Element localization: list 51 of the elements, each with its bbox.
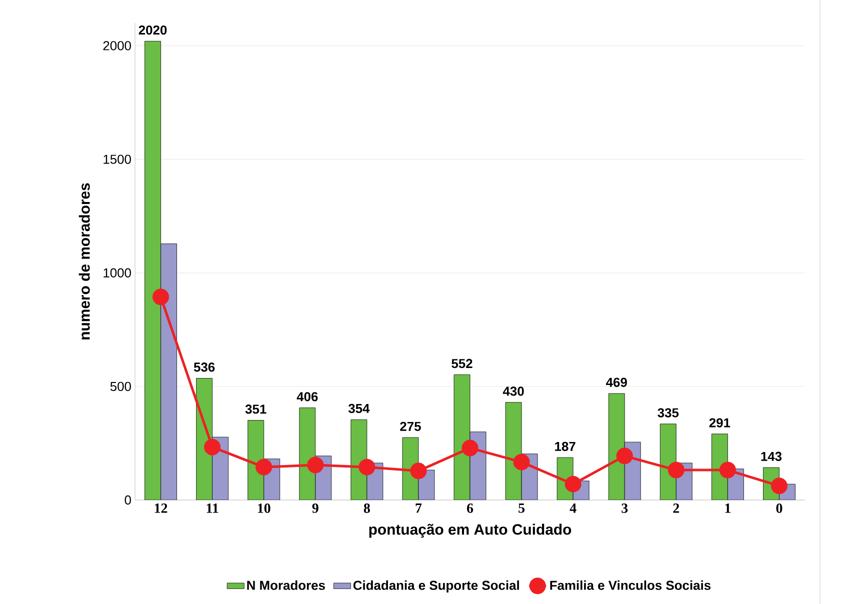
data-label: 143 bbox=[761, 452, 782, 461]
point bbox=[616, 448, 633, 464]
y-tick-label: 0 bbox=[124, 495, 131, 505]
bar bbox=[144, 40, 161, 500]
x-tick-label: 4 bbox=[570, 504, 576, 513]
point bbox=[204, 438, 221, 456]
legend-label: N Moradores bbox=[247, 580, 325, 590]
x-tick-label: 10 bbox=[258, 504, 270, 513]
point bbox=[513, 454, 530, 470]
x-tick-label: 0 bbox=[776, 504, 782, 513]
point bbox=[410, 462, 427, 480]
y-tick-label: 2000 bbox=[103, 41, 131, 50]
x-tick-label: 5 bbox=[518, 504, 525, 513]
point bbox=[564, 476, 582, 492]
point bbox=[307, 456, 324, 474]
data-label: 469 bbox=[606, 378, 627, 387]
x-tick-label: 6 bbox=[467, 504, 474, 513]
x-tick-label: 1 bbox=[725, 504, 730, 513]
x-tick-label: 2 bbox=[673, 504, 680, 513]
data-label: 187 bbox=[555, 442, 576, 452]
point bbox=[152, 288, 170, 306]
y-tick-label: 500 bbox=[110, 382, 131, 392]
point bbox=[358, 458, 376, 476]
data-label: 335 bbox=[658, 408, 679, 418]
data-label: 354 bbox=[348, 404, 370, 414]
data-label: 291 bbox=[709, 418, 730, 428]
data-label: 430 bbox=[502, 386, 524, 396]
point bbox=[256, 458, 272, 476]
x-axis-title: pontuação em Auto Cuidado bbox=[369, 524, 572, 538]
y-tick-label: 1500 bbox=[104, 154, 131, 164]
point bbox=[462, 440, 478, 456]
data-label: 536 bbox=[194, 362, 215, 372]
data-label: 406 bbox=[296, 392, 318, 402]
x-tick-label: 9 bbox=[312, 504, 318, 513]
x-tick-label: 11 bbox=[206, 504, 218, 513]
point bbox=[719, 462, 736, 478]
data-label: 275 bbox=[400, 422, 421, 432]
legend-label: Cidadania e Suporte Social bbox=[353, 580, 519, 592]
point bbox=[668, 462, 684, 478]
data-label: 2020 bbox=[138, 25, 167, 35]
x-tick-label: 8 bbox=[364, 504, 370, 513]
legend-label: Familia e Vinculos Sociais bbox=[550, 580, 711, 590]
data-label: 552 bbox=[452, 358, 472, 368]
x-tick-label: 12 bbox=[154, 504, 168, 513]
y-tick-label: 1000 bbox=[104, 268, 131, 278]
y-axis-title: numero de moradores bbox=[78, 183, 90, 340]
point bbox=[770, 478, 788, 494]
x-tick-label: 3 bbox=[622, 504, 628, 513]
bar bbox=[160, 244, 177, 500]
data-label: 351 bbox=[245, 404, 266, 414]
x-tick-label: 7 bbox=[416, 504, 422, 513]
